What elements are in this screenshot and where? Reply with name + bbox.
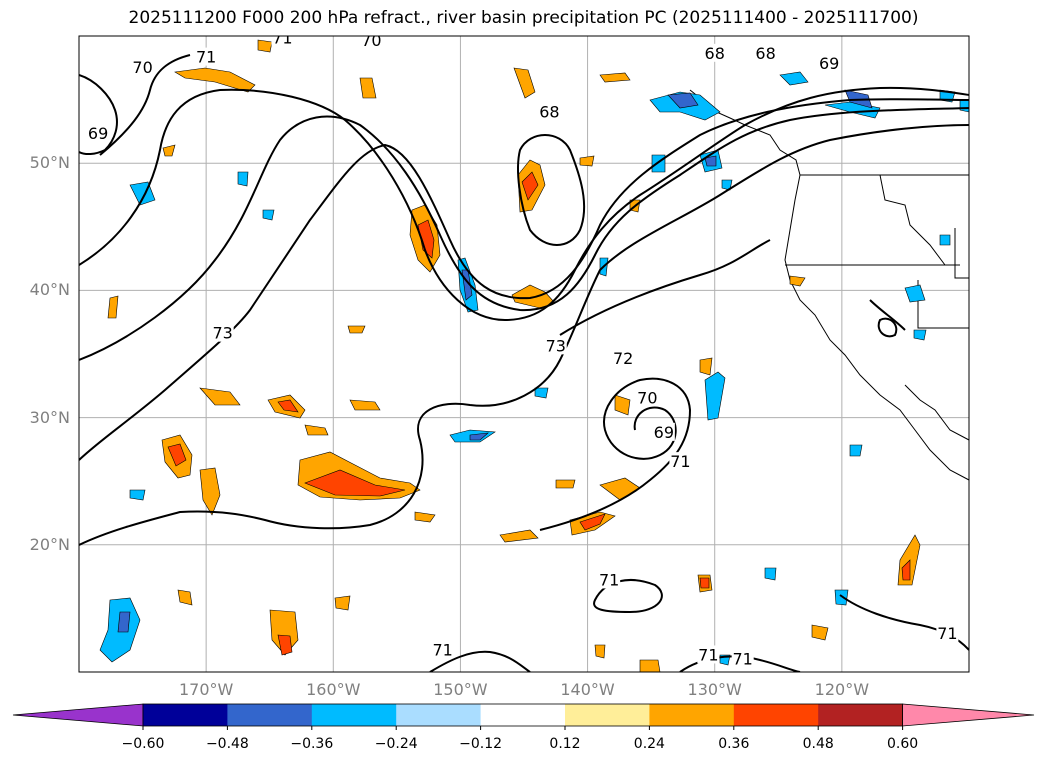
lat-label: 50°N: [29, 153, 70, 173]
contour-label: 71: [670, 452, 690, 471]
gridlines: [79, 36, 969, 672]
colorbar-tick-label: −0.12: [459, 736, 503, 752]
contour-label-bg: [195, 47, 218, 66]
contour-label: 69: [88, 124, 108, 143]
contour-label: 70: [637, 389, 657, 408]
precip-positive: [107, 39, 921, 672]
contour-label-bg: [652, 422, 675, 441]
lat-label: 30°N: [29, 407, 70, 427]
colorbar-extend-low: [12, 703, 144, 727]
contour-label-bg: [131, 57, 154, 76]
contour-label: 71: [599, 570, 619, 589]
refractivity-contours: [79, 54, 969, 672]
colorbar-segment: [818, 704, 904, 726]
contour-label: 73: [546, 336, 566, 355]
contour-label-bg: [636, 388, 659, 407]
contour-label: 71: [698, 645, 718, 664]
contour-label-bg: [211, 323, 234, 342]
contour-label: 70: [361, 31, 381, 50]
contour-label: 71: [272, 29, 292, 48]
colorbar-segment: [143, 704, 228, 726]
lon-label: 130°W: [687, 680, 742, 699]
contour-label-bg: [544, 336, 567, 355]
contour-label: 69: [819, 54, 839, 73]
colorbar-segment: [649, 704, 735, 726]
lon-label: 170°W: [178, 680, 234, 699]
contour-label-bg: [818, 53, 841, 72]
colorbar-tick-label: 0.48: [802, 736, 834, 752]
map-frame: [78, 35, 970, 673]
contour-label-bg: [598, 570, 621, 589]
lon-label: 160°W: [306, 680, 361, 699]
colorbar-tick-label: −0.48: [205, 736, 249, 752]
contour-label: 68: [539, 102, 559, 121]
contour-label: 68: [705, 44, 725, 63]
contour-label-bg: [669, 452, 692, 471]
colorbar-segment: [227, 704, 313, 726]
contour-label: 71: [937, 624, 957, 643]
contour-label: 71: [196, 48, 216, 67]
contour-label: 68: [755, 44, 775, 63]
coastlines: [689, 89, 969, 481]
lon-label: 150°W: [433, 680, 488, 699]
colorbar-tick-label: −0.36: [290, 736, 334, 752]
colorbar-tick-label: 0.24: [633, 736, 665, 752]
colorbar-segment: [733, 704, 819, 726]
colorbar-tick-label: 0.60: [887, 736, 919, 752]
contour-label-bg: [936, 623, 959, 642]
colorbar-tick-label: 0.12: [549, 736, 581, 752]
contour-label-bg: [538, 102, 561, 121]
lon-label: 140°W: [560, 680, 615, 699]
colorbar: [12, 703, 1035, 730]
chart-title: 2025111200 F000 200 hPa refract., river …: [128, 8, 919, 28]
colorbar-tick-label: −0.24: [374, 736, 418, 752]
lat-label: 20°N: [29, 534, 70, 554]
contour-label-bg: [271, 36, 294, 47]
colorbar-extend-high: [902, 703, 1035, 727]
contour-label-bg: [754, 43, 777, 62]
contour-label: 71: [432, 640, 452, 659]
contour-label: 69: [654, 423, 674, 442]
colorbar-tick-label: 0.36: [718, 736, 750, 752]
contour-label-bg: [703, 43, 726, 62]
colorbar-segment: [396, 704, 482, 726]
contour-label: 72: [613, 349, 633, 368]
colorbar-tick-label: −0.60: [121, 736, 165, 752]
contour-label-bg: [360, 36, 383, 50]
colorbar-segment: [480, 704, 566, 726]
contour-label-bg: [731, 649, 754, 668]
contour-label: 73: [212, 324, 232, 343]
contour-label-bg: [431, 640, 454, 659]
precip-negative: [99, 71, 969, 666]
contour-labels: 71 70 69 71 70 68 68 69 68 73 73 72 70 69 71 71 71 71 71 71: [87, 29, 959, 668]
contour-label-bg: [697, 645, 720, 664]
colorbar-segment: [311, 704, 397, 726]
lon-label: 120°W: [814, 680, 870, 699]
lat-label: 40°N: [29, 280, 70, 300]
contour-label-bg: [612, 349, 635, 368]
contour-label-bg: [87, 123, 110, 142]
contour-label: 70: [132, 58, 152, 77]
colorbar-frame: [142, 703, 903, 727]
colorbar-segment: [565, 704, 650, 726]
contour-label: 71: [733, 649, 753, 668]
